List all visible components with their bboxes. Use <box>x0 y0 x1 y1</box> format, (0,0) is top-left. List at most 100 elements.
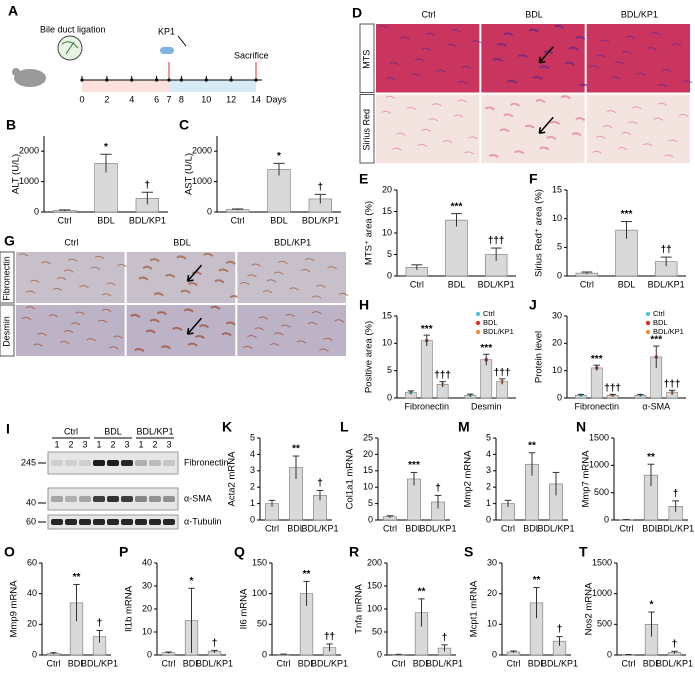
tissue-texture <box>113 335 123 339</box>
tissue-texture <box>389 62 400 66</box>
tissue-texture <box>191 271 202 276</box>
y-tick-label: 0 <box>486 514 491 524</box>
size-marker: 60 <box>26 516 36 526</box>
tissue-texture <box>180 289 191 294</box>
panel-letter: C <box>179 117 189 133</box>
tissue-texture <box>247 274 257 278</box>
tissue-texture <box>457 99 468 103</box>
y-tick-label: 20 <box>382 184 392 194</box>
tissue-texture <box>571 132 582 137</box>
y-tick-label: 0 <box>250 514 255 524</box>
duct-icon <box>61 41 79 55</box>
y-tick-label: 1 <box>486 498 491 508</box>
tissue-texture <box>568 46 579 51</box>
tissue-texture <box>378 25 389 29</box>
tissue-texture <box>664 154 674 158</box>
significance: † <box>318 182 324 193</box>
x-tick-label: BDL <box>68 658 86 668</box>
tissue-texture <box>575 117 586 122</box>
tissue-texture <box>59 340 70 345</box>
significance: † <box>672 639 678 650</box>
y-tick-label: 1000 <box>589 460 609 470</box>
tissue-texture <box>653 117 664 121</box>
micrograph <box>16 252 125 303</box>
day-label: 7 <box>166 94 171 104</box>
tissue-texture <box>560 95 571 100</box>
y-tick-label: 5 <box>387 249 392 259</box>
y-tick-label: 10 <box>552 213 562 223</box>
tissue-texture <box>646 47 657 51</box>
y-axis-label: Mmp7 mRNA <box>581 450 592 508</box>
blot-band <box>65 519 77 525</box>
x-tick-label: BDL/KP1 <box>302 215 339 225</box>
y-tick-label: 20 <box>487 588 497 598</box>
legend-label: Ctrl <box>653 309 665 318</box>
y-tick-label: 20 <box>363 449 373 459</box>
tissue-texture <box>532 75 543 81</box>
x-tick-label: Ctrl <box>580 279 594 289</box>
tissue-texture <box>446 43 457 48</box>
y-tick-label: 1000 <box>19 176 39 186</box>
tissue-texture <box>472 40 482 44</box>
tissue-texture <box>442 140 453 144</box>
tissue-texture <box>90 266 101 270</box>
significance: *** <box>421 324 433 335</box>
tissue-texture <box>625 35 635 40</box>
tissue-texture <box>450 28 461 33</box>
y-tick-label: 20 <box>552 338 562 348</box>
y-tick-label: 200 <box>367 557 382 567</box>
legend-label: BDL <box>483 318 498 327</box>
tissue-texture <box>311 295 322 299</box>
significance: *** <box>650 335 662 346</box>
tissue-texture <box>553 24 565 29</box>
tissue-texture <box>496 42 507 47</box>
days-unit: Days <box>266 94 287 104</box>
panel-letter: L <box>340 419 349 435</box>
tissue-texture <box>564 61 575 66</box>
tissue-texture <box>86 338 97 342</box>
tissue-texture <box>176 255 187 260</box>
day-dot <box>229 78 233 82</box>
blot-band <box>121 496 133 502</box>
x-tick-label: Ctrl <box>265 523 279 533</box>
lane-label: 2 <box>68 439 73 449</box>
tissue-texture <box>33 343 43 347</box>
tissue-texture <box>214 279 225 284</box>
x-tick-label: BDL/KP1 <box>541 658 578 668</box>
day-dot <box>130 78 134 82</box>
tissue-texture <box>492 57 503 62</box>
blot-band <box>51 460 63 466</box>
tissue-texture <box>381 110 392 114</box>
y-tick-label: 40 <box>142 557 152 567</box>
tissue-texture <box>37 332 47 336</box>
significance: ** <box>533 575 541 586</box>
x-tick-label: BDL <box>270 215 288 225</box>
blot-band <box>149 460 161 466</box>
tissue-texture <box>323 337 333 341</box>
y-axis-label: ALT (U/L) <box>11 154 22 194</box>
tissue-texture <box>316 284 326 288</box>
x-tick-label: BDL <box>287 523 305 533</box>
y-tick-label: 0 <box>377 649 382 659</box>
significance: ** <box>418 587 426 598</box>
column-label: Ctrl <box>64 237 78 247</box>
fibrosis-arrow <box>186 264 203 282</box>
significance: *** <box>451 201 463 212</box>
tissue-texture <box>510 102 521 107</box>
x-tick-label: Ctrl <box>58 215 72 225</box>
bar <box>445 219 468 277</box>
panel-letter: Q <box>234 544 245 560</box>
tissue-texture <box>468 136 478 140</box>
y-tick-label: 5 <box>557 242 562 252</box>
blot-band <box>93 460 105 466</box>
blot-band <box>135 460 147 466</box>
tissue-texture <box>56 277 67 281</box>
significance: † <box>145 180 151 191</box>
tissue-texture <box>596 54 606 58</box>
y-tick-label: 40 <box>27 588 37 598</box>
tissue-texture <box>105 282 116 286</box>
tissue-texture <box>621 131 632 136</box>
y-tick-label: 30 <box>142 580 152 590</box>
tissue-texture <box>311 311 322 315</box>
blot-band <box>149 519 161 525</box>
